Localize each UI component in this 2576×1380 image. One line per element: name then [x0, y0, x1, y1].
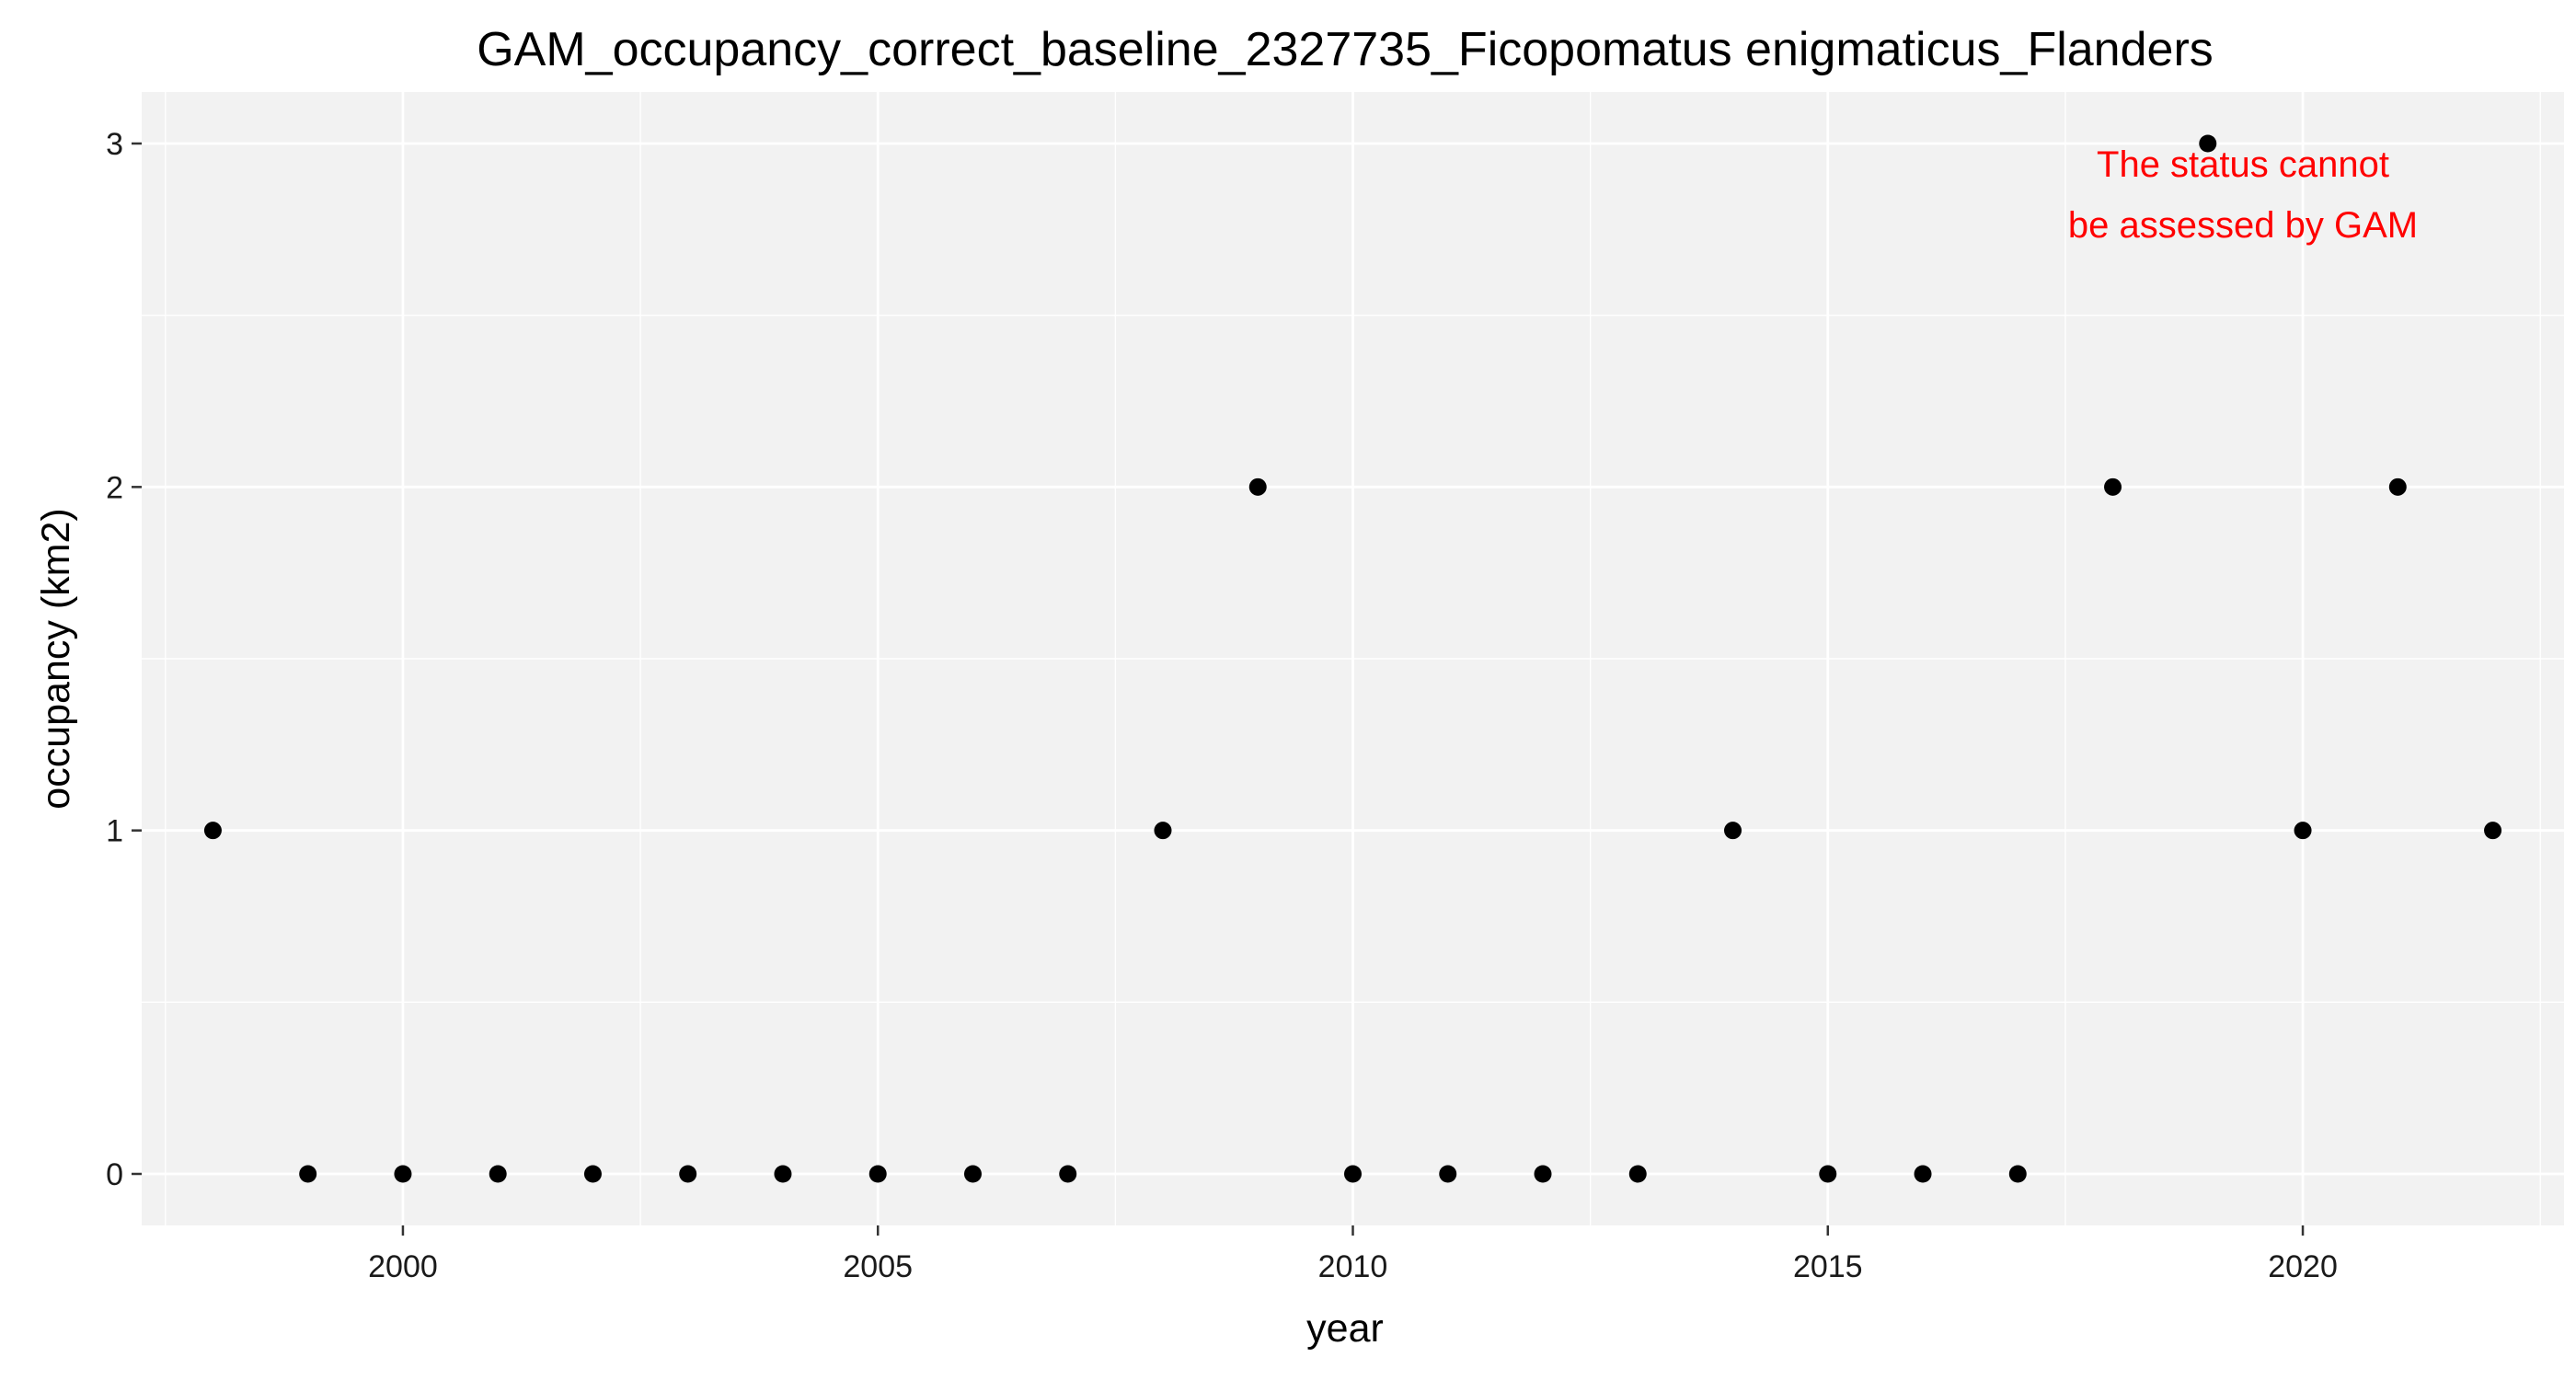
x-axis-ticks: 2000 2005 2010 2015 2020 [368, 1225, 2338, 1284]
y-axis-ticks: 0 1 2 3 [106, 127, 142, 1192]
data-point [1914, 1165, 1932, 1183]
data-point [1439, 1165, 1457, 1183]
data-point [2484, 822, 2502, 840]
data-point [1344, 1165, 1362, 1183]
y-tick-label: 1 [106, 814, 123, 849]
data-point [2008, 1165, 2027, 1183]
data-point [2388, 477, 2407, 496]
y-tick-label: 0 [106, 1157, 123, 1192]
x-tick-label: 2000 [368, 1249, 438, 1284]
data-point [583, 1165, 602, 1183]
x-axis-title: year [1306, 1306, 1384, 1351]
annotation-line: be assessed by GAM [2068, 205, 2418, 246]
data-point [1819, 1165, 1837, 1183]
x-tick-label: 2020 [2268, 1249, 2338, 1284]
data-point [2199, 134, 2217, 153]
data-point [489, 1165, 507, 1183]
annotation-line: The status cannot [2097, 144, 2389, 185]
data-point [2294, 822, 2312, 840]
y-tick-label: 2 [106, 470, 123, 505]
data-point [394, 1165, 412, 1183]
data-point [679, 1165, 697, 1183]
data-point [299, 1165, 317, 1183]
data-point [1724, 822, 1742, 840]
data-points [203, 134, 2502, 1183]
x-tick-label: 2005 [843, 1249, 913, 1284]
data-point [774, 1165, 792, 1183]
x-tick-label: 2010 [1318, 1249, 1388, 1284]
y-tick-label: 3 [106, 127, 123, 162]
annotation: The status cannot be assessed by GAM [2068, 144, 2418, 246]
data-point [1059, 1165, 1077, 1183]
minor-gridlines [142, 92, 2564, 1225]
y-axis-title: occupancy (km2) [34, 508, 78, 809]
data-point [2104, 477, 2122, 496]
data-point [963, 1165, 982, 1183]
data-point [1248, 477, 1267, 496]
x-tick-label: 2015 [1793, 1249, 1863, 1284]
data-point [868, 1165, 887, 1183]
data-point [1628, 1165, 1647, 1183]
chart-title: GAM_occupancy_correct_baseline_2327735_F… [477, 23, 2214, 76]
data-point [203, 822, 222, 840]
data-point [1154, 822, 1172, 840]
data-point [1534, 1165, 1552, 1183]
